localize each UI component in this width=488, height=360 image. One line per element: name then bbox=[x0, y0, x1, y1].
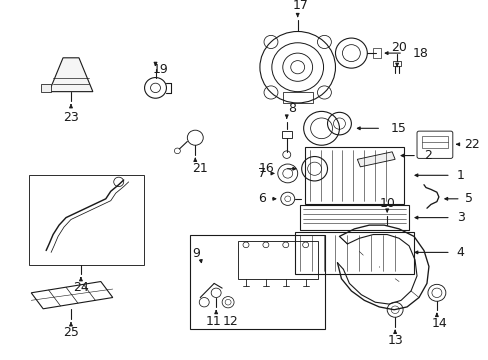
Text: 21: 21 bbox=[192, 162, 208, 175]
Text: 17: 17 bbox=[292, 0, 308, 12]
FancyBboxPatch shape bbox=[41, 84, 51, 92]
Text: 3: 3 bbox=[456, 211, 464, 224]
Text: 6: 6 bbox=[258, 192, 265, 205]
Text: 14: 14 bbox=[431, 317, 447, 330]
Text: 5: 5 bbox=[464, 192, 472, 205]
Text: 18: 18 bbox=[412, 46, 428, 60]
Text: 9: 9 bbox=[192, 247, 200, 260]
Polygon shape bbox=[49, 58, 93, 92]
Text: 8: 8 bbox=[287, 102, 295, 115]
Text: 22: 22 bbox=[463, 138, 479, 151]
Text: 12: 12 bbox=[222, 315, 238, 328]
Text: 19: 19 bbox=[152, 63, 168, 76]
Text: 15: 15 bbox=[390, 122, 406, 135]
Text: 23: 23 bbox=[63, 111, 79, 123]
Text: 1: 1 bbox=[456, 169, 464, 182]
Text: 16: 16 bbox=[259, 162, 274, 175]
Text: 25: 25 bbox=[63, 326, 79, 339]
Text: 7: 7 bbox=[257, 167, 265, 180]
Text: 11: 11 bbox=[205, 315, 221, 328]
Text: 20: 20 bbox=[390, 41, 406, 54]
Text: 4: 4 bbox=[456, 246, 464, 259]
Text: 13: 13 bbox=[386, 334, 402, 347]
Polygon shape bbox=[357, 152, 394, 167]
Text: 10: 10 bbox=[379, 197, 394, 210]
Text: 2: 2 bbox=[423, 149, 431, 162]
Text: 24: 24 bbox=[73, 281, 89, 294]
